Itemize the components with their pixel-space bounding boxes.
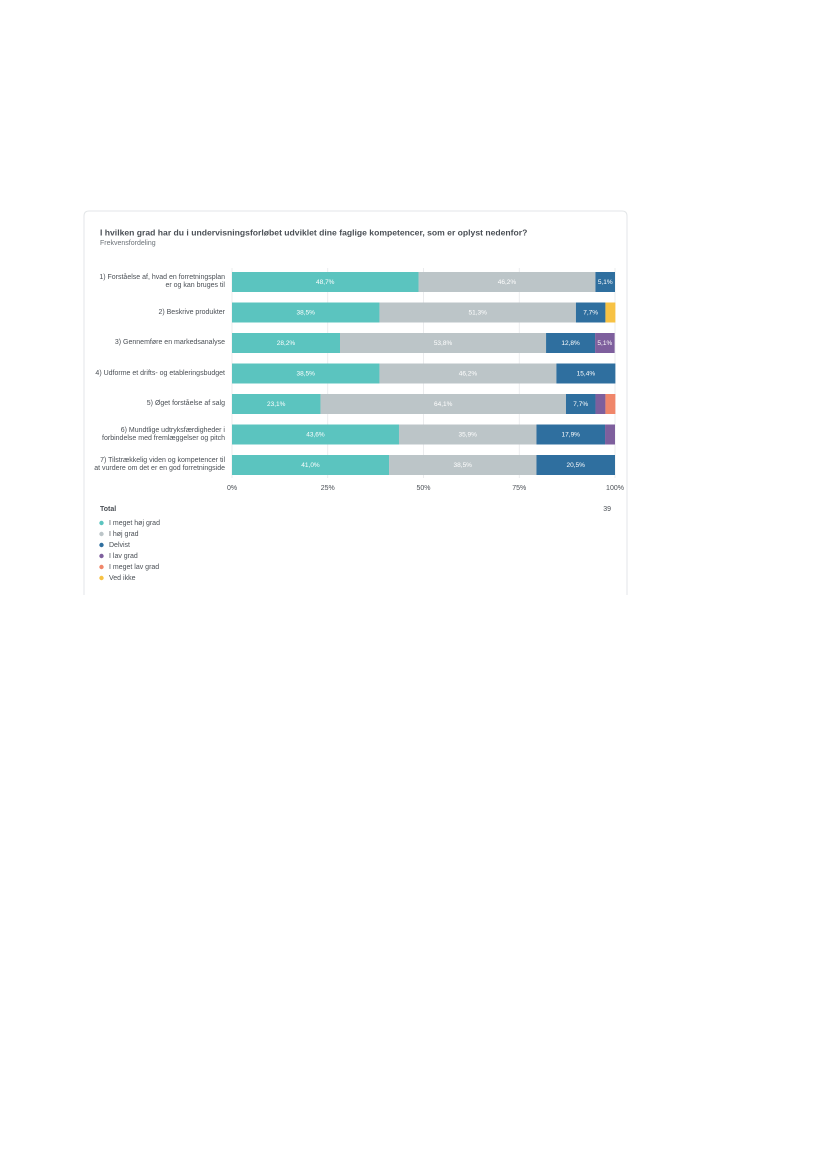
value-label: 7,7% [583, 310, 598, 317]
category-label: 4) Udforme et drifts- og etableringsbudg… [95, 369, 225, 377]
value-label: 46,2% [498, 279, 517, 286]
category-label: 7) Tilstrækkelig viden og kompetencer ti… [94, 457, 225, 472]
bar-segment [232, 272, 419, 292]
bar-segment [232, 363, 380, 384]
value-label: 48,7% [316, 279, 335, 286]
bar-segment [595, 272, 615, 292]
bar-segment [556, 363, 616, 384]
value-label: 38,5% [297, 310, 316, 317]
bar-segment [565, 394, 596, 414]
bar-segment [340, 333, 547, 353]
value-label: 12,8% [561, 340, 580, 347]
bar-segment [418, 272, 596, 292]
category-label: 6) Mundtlige udtryksfærdigheder i forbin… [102, 426, 225, 442]
legend-label: I høj grad [109, 531, 139, 538]
legend-label: Ved ikke [109, 575, 136, 582]
value-label: 28,2% [277, 340, 296, 347]
bar-segment [389, 455, 537, 475]
bar-segment [575, 302, 606, 323]
value-label: 17,9% [562, 432, 581, 439]
value-label: 38,5% [454, 462, 473, 469]
x-tick-label: 25% [321, 485, 335, 492]
bar-segment [379, 363, 557, 384]
value-label: 64,1% [434, 401, 453, 408]
value-label: 38,5% [297, 371, 316, 378]
category-label: 3) Gennemføre en markedsanalyse [114, 339, 225, 346]
legend-label: Delvist [109, 542, 130, 549]
x-tick-label: 50% [416, 485, 430, 492]
value-label: 41,0% [301, 462, 320, 469]
value-label: 5,1% [598, 279, 613, 286]
value-label: 20,5% [567, 462, 586, 469]
bar-segment [536, 455, 615, 475]
legend-marker [99, 542, 104, 548]
x-tick-label: 0% [227, 485, 237, 492]
bar-segment [398, 424, 537, 445]
bar-segment [595, 394, 606, 414]
bar-segment [379, 302, 576, 323]
total-label: Total [100, 506, 116, 513]
bar-segment [232, 424, 399, 445]
chart-subtitle: Frekvensfordeling [100, 240, 156, 247]
bar-segment [232, 333, 341, 353]
bar-segment [605, 302, 616, 323]
legend-marker [99, 520, 104, 526]
legend-marker [99, 531, 104, 537]
bar-segment [605, 424, 615, 445]
category-label: 1) Forståelse af, hvad en forretningspla… [99, 274, 225, 289]
category-label: 2) Beskrive produkter [158, 308, 225, 316]
legend-label: I meget lav grad [109, 564, 159, 571]
value-label: 53,8% [434, 340, 453, 347]
value-label: 23,1% [267, 401, 286, 408]
legend-marker [99, 564, 104, 570]
value-label: 15,4% [577, 371, 596, 378]
bar-segment [232, 302, 380, 323]
category-label: 5) Øget forståelse af salg [146, 400, 225, 407]
legend-marker [99, 575, 104, 581]
bar-segment [536, 424, 606, 445]
legend-label: I meget høj grad [109, 520, 160, 527]
value-label: 7,7% [573, 401, 588, 408]
value-label: 43,6% [306, 432, 325, 439]
bar-segment [232, 394, 321, 414]
x-tick-label: 100% [606, 485, 624, 492]
bar-segment [232, 455, 390, 475]
value-label: 46,2% [459, 371, 478, 378]
value-label: 5,1% [597, 340, 612, 347]
x-tick-label: 75% [512, 485, 526, 492]
bar-segment [546, 333, 596, 353]
bar-segment [320, 394, 566, 414]
legend-label: I lav grad [109, 553, 138, 560]
bar-segment [605, 394, 616, 414]
total-n: 39 [603, 506, 611, 513]
value-label: 35,9% [459, 432, 478, 439]
bar-segment [595, 333, 615, 353]
legend-marker [99, 553, 104, 559]
chart-title: I hvilken grad har du i undervisningsfor… [100, 227, 527, 237]
value-label: 51,3% [468, 310, 487, 317]
